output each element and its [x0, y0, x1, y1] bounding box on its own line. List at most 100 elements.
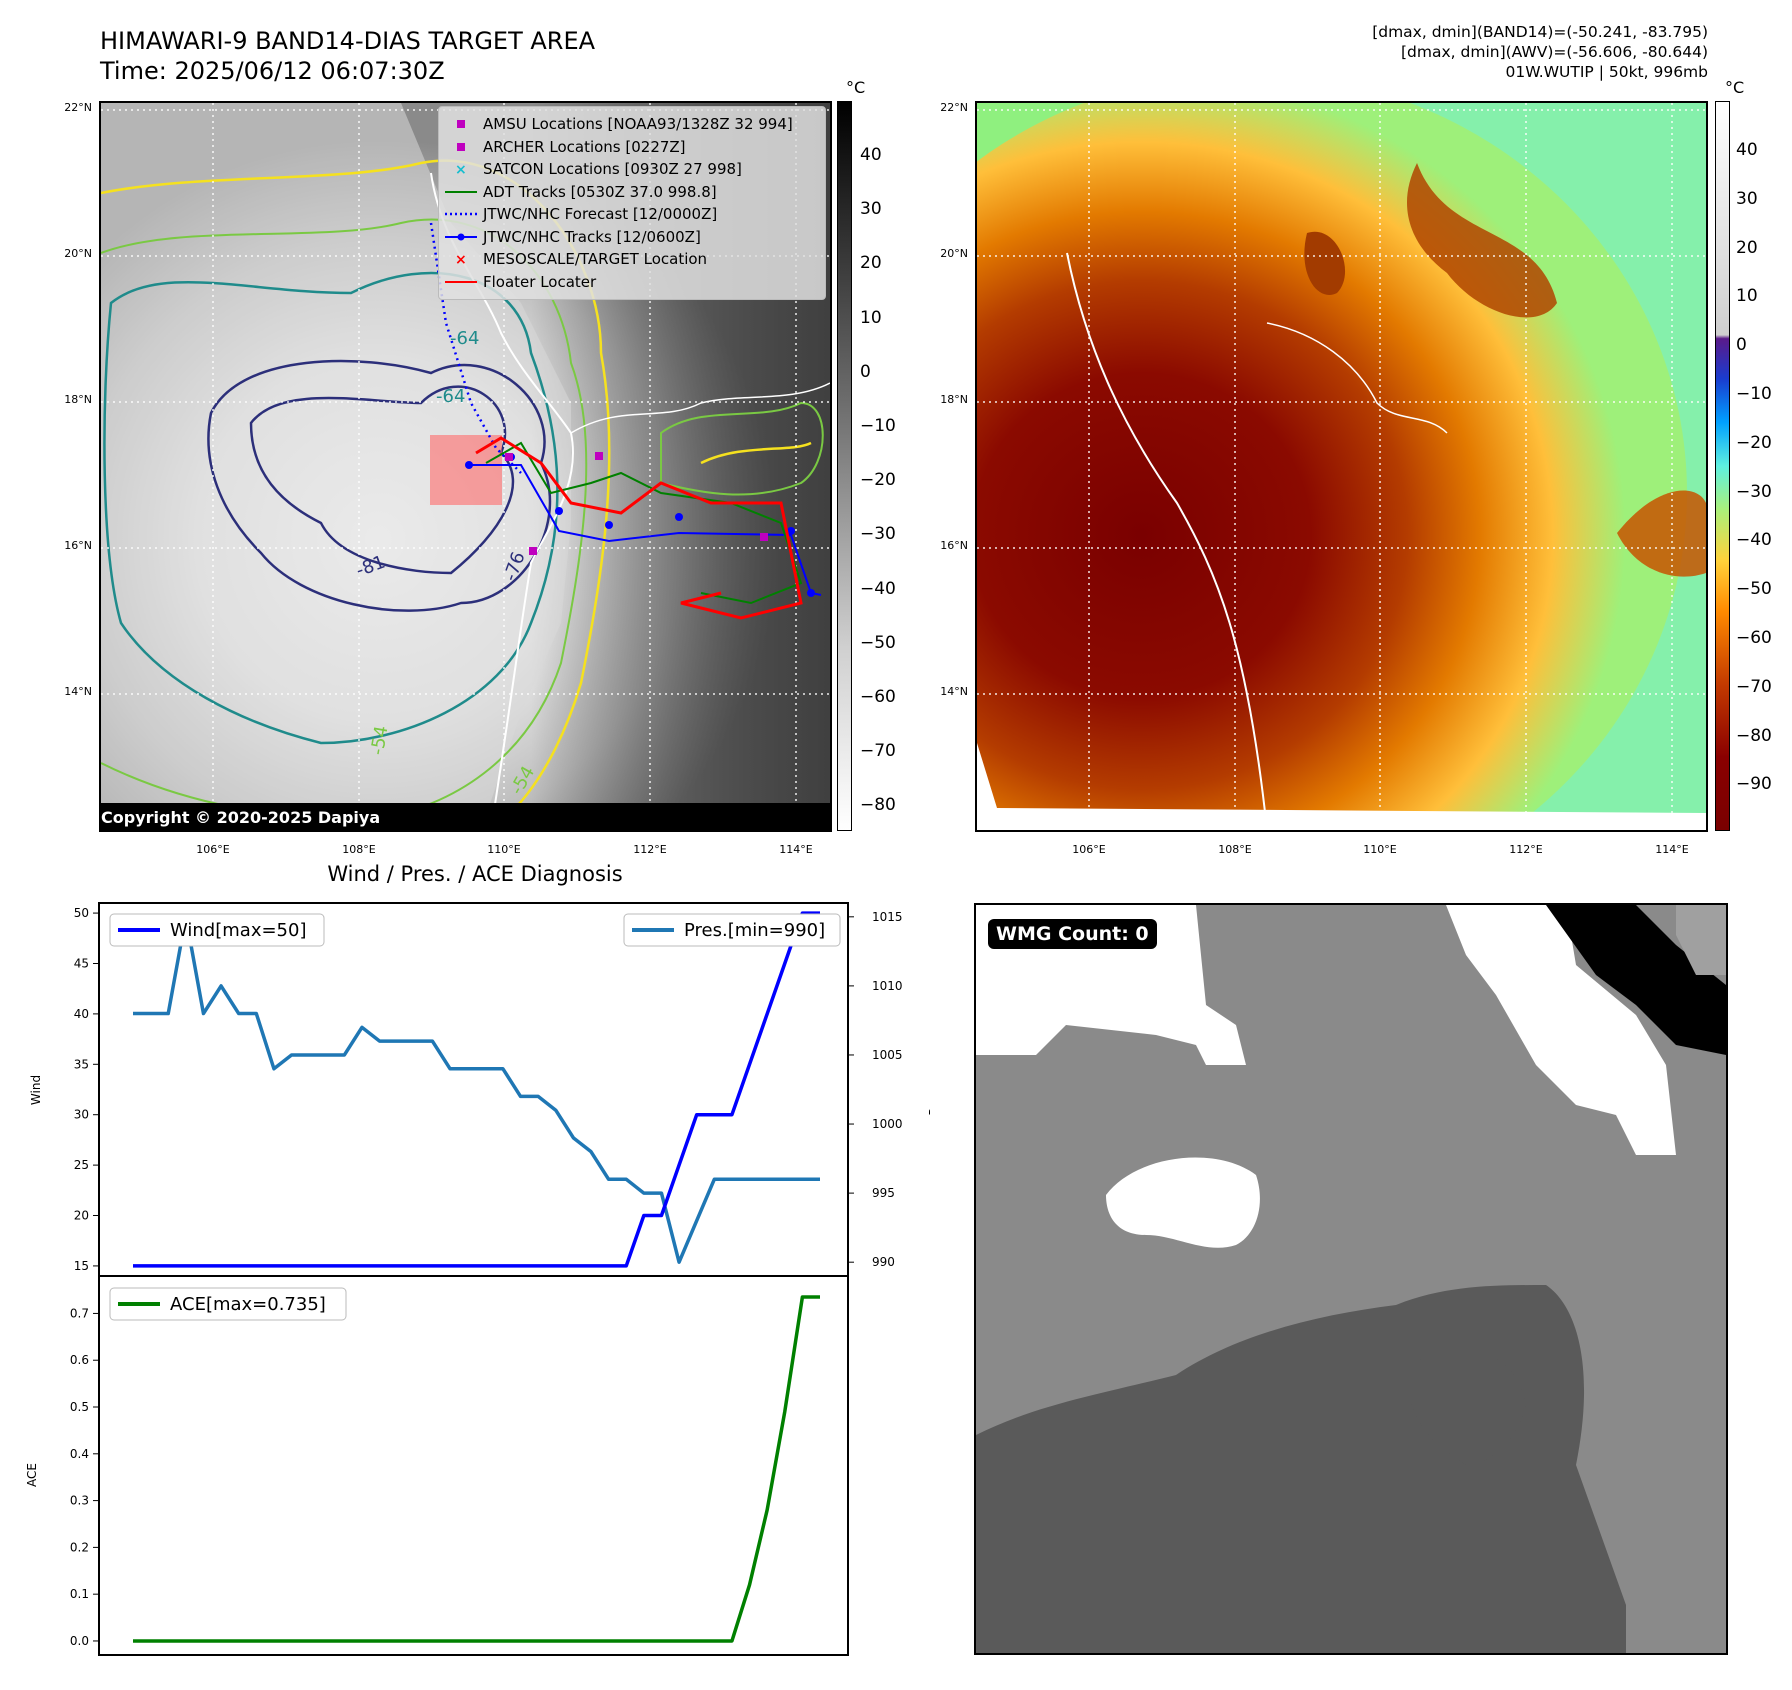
lon-label-110: 110°E: [487, 843, 521, 856]
awv-map-image: [977, 103, 1706, 830]
legend-item: JTWC/NHC Forecast [12/0000Z]: [439, 203, 717, 225]
colorbar-tick-label: 30: [1736, 188, 1758, 209]
map-legend: AMSU Locations [NOAA93/1328Z 32 994] ARCH…: [438, 106, 826, 300]
colorbar-tick-label: −80: [860, 795, 896, 816]
ace-legend-box: [109, 1287, 347, 1321]
colorbar-tick-label: −30: [1736, 481, 1772, 502]
legend-symbol-icon: ×: [439, 248, 483, 270]
contour-label-64a: -64: [450, 328, 480, 349]
ace-tick-label: 0.7: [70, 1306, 89, 1320]
wind-legend-box: [109, 913, 325, 947]
lon-label-108-right: 108°E: [1218, 843, 1252, 856]
legend-label: JTWC/NHC Tracks [12/0600Z]: [483, 227, 701, 246]
wind-tick-label: 15: [74, 1259, 89, 1273]
colorbar-tick-label: −50: [860, 632, 896, 653]
pressure-tick-label: 995: [872, 1186, 895, 1200]
legend-symbol-icon: ×: [439, 158, 483, 180]
legend-symbol-icon: [439, 136, 483, 158]
colorbar-tick-label: −90: [1736, 774, 1772, 795]
colorbar-tick-label: −60: [1736, 628, 1772, 648]
legend-symbol-icon: [439, 203, 483, 225]
colorbar-left-unit: °C: [846, 78, 866, 97]
lat-label-22: 22°N: [64, 101, 92, 114]
lat-label-16: 16°N: [64, 539, 92, 552]
copyright-bar: [101, 803, 830, 830]
wind-tick-label: 35: [74, 1057, 89, 1071]
wmg-image: [976, 905, 1726, 1653]
pressure-tick-label: 1015: [872, 910, 903, 924]
storm-info: [dmax, dmin](BAND14)=(-50.241, -83.795) […: [1372, 22, 1708, 82]
lat-label-20-right: 20°N: [940, 247, 968, 260]
legend-label: Floater Locater: [483, 272, 597, 291]
legend-symbol-icon: [439, 113, 483, 135]
colorbar-tick-label: 30: [860, 199, 882, 220]
legend-item: ADT Tracks [0530Z 37.0 998.8]: [439, 181, 717, 203]
pressure-legend-box: [623, 913, 841, 947]
colorbar-tick-label: −60: [860, 687, 896, 707]
legend-item: AMSU Locations [NOAA93/1328Z 32 994]: [439, 113, 793, 135]
lon-label-108: 108°E: [342, 843, 376, 856]
copyright-text: Copyright © 2020-2025 Dapiya: [101, 808, 381, 827]
ace-chart-frame: [98, 1275, 849, 1656]
legend-label: MESOSCALE/TARGET Location: [483, 250, 708, 268]
colorbar-tick-label: −10: [860, 416, 896, 436]
lon-label-110-right: 110°E: [1363, 843, 1397, 856]
awv-map-panel: [975, 101, 1708, 832]
colorbar-tick-label: −70: [1736, 676, 1772, 697]
contour-label-64b: -64: [436, 386, 466, 407]
colorbar-right: [1715, 101, 1730, 831]
legend-label: JTWC/NHC Forecast [12/0000Z]: [483, 205, 718, 223]
colorbar-tick-label: 20: [860, 253, 882, 274]
colorbar-tick-label: 40: [860, 145, 882, 165]
lat-label-18: 18°N: [64, 393, 92, 406]
pressure-series-line: [133, 915, 820, 1264]
pressure-axis-label: Pressure: [927, 1064, 930, 1115]
info-line-2: [dmax, dmin](AWV)=(-56.606, -80.644): [1401, 43, 1708, 61]
pressure-legend-label: Pres.[min=990]: [684, 920, 825, 941]
colorbar-tick-label: 10: [860, 307, 882, 328]
pressure-tick-label: 1005: [872, 1048, 903, 1062]
pressure-tick-label: 1000: [872, 1117, 903, 1131]
wind-series-line: [133, 911, 820, 1268]
ace-tick-label: 0.6: [70, 1353, 89, 1367]
svg-text:×: ×: [455, 162, 467, 178]
ace-series-line: [133, 1295, 820, 1643]
wind-tick-label: 30: [74, 1108, 89, 1122]
colorbar-tick-label: −30: [860, 524, 896, 545]
ace-tick-label: 0.1: [70, 1587, 89, 1601]
colorbar-tick-label: 0: [1736, 335, 1747, 356]
info-line-1: [dmax, dmin](BAND14)=(-50.241, -83.795): [1372, 23, 1708, 41]
colorbar-tick-label: 20: [1736, 237, 1758, 258]
colorbar-tick-label: 0: [860, 361, 871, 382]
colorbar-left: [837, 101, 852, 831]
legend-symbol-icon: [439, 271, 483, 293]
ace-tick-label: 0.3: [70, 1494, 89, 1508]
colorbar-tick-label: −70: [860, 741, 896, 762]
wind-pressure-chart: 50 45 40 35 30 25 20 15 1015 1010 1005 1000 995 990 0.…: [25, 902, 930, 1656]
wind-axis-label: Wind: [29, 1075, 43, 1105]
wind-chart-frame: [98, 902, 849, 1277]
lat-label-14: 14°N: [64, 685, 92, 698]
legend-label: ADT Tracks [0530Z 37.0 998.8]: [483, 182, 717, 201]
lon-label-112-right: 112°E: [1509, 843, 1543, 856]
ace-tick-label: 0.2: [70, 1540, 89, 1554]
wind-tick-label: 25: [74, 1158, 89, 1172]
wind-tick-label: 50: [74, 906, 89, 920]
wmg-panel: [974, 903, 1728, 1655]
colorbar-tick-label: −80: [1736, 725, 1772, 746]
legend-item: Floater Locater: [439, 271, 596, 293]
title-line-1: HIMAWARI-9 BAND14-DIAS TARGET AREA: [100, 27, 596, 55]
lon-label-114: 114°E: [779, 843, 813, 856]
pressure-tick-label: 990: [872, 1255, 895, 1269]
info-line-3: 01W.WUTIP | 50kt, 996mb: [1505, 63, 1708, 81]
wind-legend-label: Wind[max=50]: [170, 920, 307, 941]
lon-label-112: 112°E: [633, 843, 667, 856]
ace-axis-label: ACE: [25, 1463, 39, 1487]
chart-title: Wind / Pres. / ACE Diagnosis: [327, 862, 623, 886]
legend-item: ARCHER Locations [0227Z]: [439, 136, 686, 158]
ace-legend-label: ACE[max=0.735]: [170, 1294, 326, 1315]
legend-label: ARCHER Locations [0227Z]: [483, 137, 686, 156]
wmg-count-badge: WMG Count: 0: [988, 919, 1157, 949]
lon-label-106: 106°E: [196, 843, 230, 856]
lat-label-14-right: 14°N: [940, 685, 968, 698]
